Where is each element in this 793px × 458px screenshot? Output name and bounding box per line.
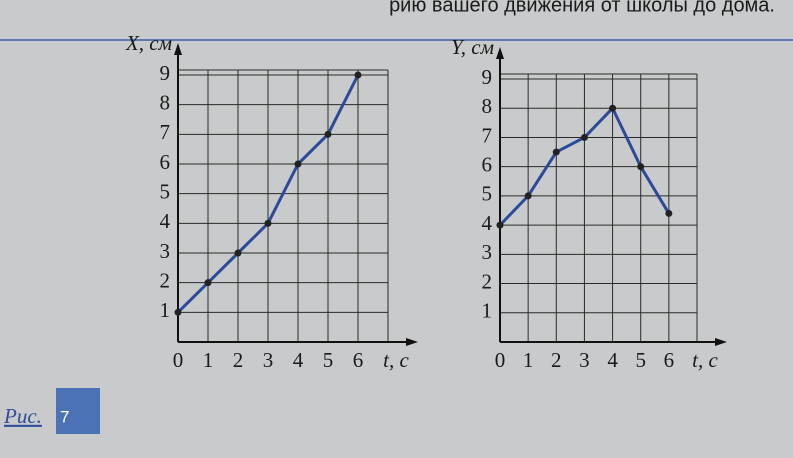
y-tick-label: 7 <box>482 123 493 147</box>
y-tick-label: 7 <box>160 120 171 144</box>
data-point <box>496 221 504 229</box>
y-tick-label: 8 <box>482 94 493 118</box>
y-tick-label: 5 <box>482 182 493 206</box>
y-tick-label: 6 <box>482 152 493 176</box>
x-tick-label: 1 <box>523 348 534 372</box>
x-axis-arrow <box>715 338 727 346</box>
y-tick-label: 4 <box>482 211 493 235</box>
x-tick-label: 2 <box>233 348 244 372</box>
x-tick-label: 2 <box>551 348 562 372</box>
y-tick-label: 1 <box>482 299 493 323</box>
caption-number: 7 <box>60 407 69 426</box>
y-tick-label: 6 <box>160 150 171 174</box>
y-tick-label: 1 <box>160 298 171 322</box>
x-tick-label: 6 <box>353 348 364 372</box>
data-point <box>580 133 588 141</box>
y-tick-label: 4 <box>160 209 171 233</box>
data-point <box>174 308 182 316</box>
y-axis-label: Y, см <box>451 35 494 59</box>
x-tick-label: 6 <box>664 348 675 372</box>
data-point <box>324 130 332 138</box>
x-axis-arrow <box>406 338 418 346</box>
header-text: рию вашего движения от школы до дома. <box>389 0 775 16</box>
y-axis-arrow <box>174 43 182 55</box>
caption-label: Рис. <box>3 404 42 428</box>
y-tick-label: 3 <box>482 240 493 264</box>
data-point <box>354 71 362 79</box>
data-point <box>264 219 272 227</box>
x-tick-label: 0 <box>495 348 506 372</box>
y-tick-label: 9 <box>482 65 493 89</box>
x-tick-label: 4 <box>293 348 304 372</box>
x-tick-label: 5 <box>635 348 646 372</box>
y-tick-label: 9 <box>160 61 171 85</box>
x-tick-label: 3 <box>579 348 590 372</box>
y-tick-label: 2 <box>482 269 493 293</box>
x-tick-label: 4 <box>607 348 618 372</box>
caption-box <box>56 388 100 434</box>
y-axis-label: X, см <box>125 31 172 55</box>
y-tick-label: 8 <box>160 90 171 114</box>
x-tick-label: 3 <box>263 348 274 372</box>
data-point <box>552 148 560 156</box>
y-tick-label: 3 <box>160 239 171 263</box>
x-axis-label: t, с <box>383 348 409 372</box>
x-tick-label: 0 <box>173 348 184 372</box>
data-point <box>637 163 645 171</box>
data-point <box>665 209 673 217</box>
x-tick-label: 1 <box>203 348 214 372</box>
y-tick-label: 5 <box>160 179 171 203</box>
x-axis-label: t, с <box>692 348 718 372</box>
data-point <box>294 160 302 168</box>
x-tick-label: 5 <box>323 348 334 372</box>
data-point <box>609 104 617 112</box>
y-tick-label: 2 <box>160 268 171 292</box>
data-point <box>524 192 532 200</box>
data-point <box>204 279 212 287</box>
data-point <box>234 249 242 257</box>
y-axis-arrow <box>496 47 504 59</box>
